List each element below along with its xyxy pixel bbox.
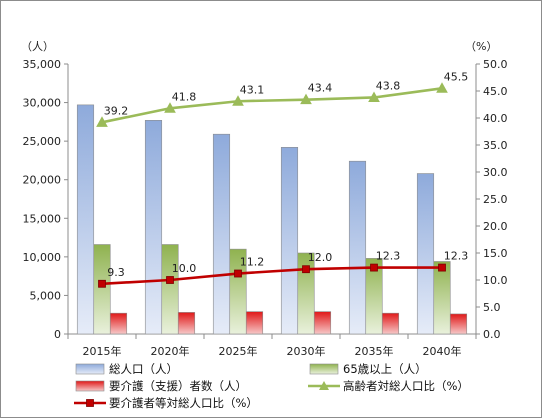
left-tick-label: 35,000 bbox=[23, 58, 62, 71]
square-marker bbox=[166, 276, 174, 284]
legend-label-5: 要介護者等対総人口比（%） bbox=[109, 396, 258, 410]
bar-1 bbox=[348, 160, 367, 335]
right-axis-unit: （%） bbox=[465, 40, 497, 53]
triangle-marker bbox=[300, 93, 312, 105]
line-4 bbox=[101, 87, 443, 124]
bar-2 bbox=[161, 244, 179, 335]
bar-1 bbox=[212, 133, 231, 335]
right-tick-label: 0.0 bbox=[483, 328, 501, 341]
data-label-5: 9.3 bbox=[107, 266, 125, 279]
right-tick-label: 10.0 bbox=[483, 274, 508, 287]
data-label-4: 43.1 bbox=[240, 83, 265, 96]
triangle-marker bbox=[368, 91, 380, 102]
data-label-4: 41.8 bbox=[172, 90, 197, 103]
right-tick-label: 5.0 bbox=[483, 301, 501, 314]
legend-swatch-2 bbox=[309, 363, 339, 375]
triangle-marker bbox=[164, 102, 176, 113]
left-tick-label: 10,000 bbox=[23, 251, 62, 264]
left-tick-label: 20,000 bbox=[23, 174, 62, 187]
bar-1 bbox=[144, 120, 163, 335]
right-tick-label: 25.0 bbox=[483, 193, 508, 206]
left-tick-label: 25,000 bbox=[23, 135, 62, 148]
left-tick-label: 15,000 bbox=[23, 212, 62, 225]
legend-marker bbox=[319, 381, 329, 390]
legend-marker bbox=[86, 399, 94, 407]
bar-3 bbox=[381, 312, 400, 335]
data-label-5: 12.0 bbox=[308, 251, 333, 264]
right-tick-label: 15.0 bbox=[483, 247, 508, 260]
x-tick-label: 2015年 bbox=[83, 344, 122, 358]
bar-3 bbox=[245, 311, 264, 335]
legend-label-4: 高齢者対総人口比（%） bbox=[343, 379, 469, 393]
legend-label-3: 要介護（支援）者数（人） bbox=[109, 379, 247, 393]
triangle-marker bbox=[436, 82, 448, 93]
right-tick-label: 20.0 bbox=[483, 220, 508, 233]
data-label-5: 12.3 bbox=[444, 250, 469, 263]
axes: 0 5,000 10,000 15,000 20,000 25,000 30,000 35,0… bbox=[23, 58, 508, 358]
right-tick-label: 50.0 bbox=[483, 58, 508, 71]
legend-label-1: 総人口（人） bbox=[109, 362, 178, 376]
x-tick-label: 2020年 bbox=[151, 344, 190, 358]
x-tick-label: 2025年 bbox=[219, 344, 258, 358]
data-label-4: 43.4 bbox=[308, 82, 333, 95]
bar-1 bbox=[416, 173, 435, 335]
line-series bbox=[96, 82, 448, 288]
bar-2 bbox=[229, 248, 247, 335]
bar-2 bbox=[433, 261, 451, 335]
right-tick-label: 45.0 bbox=[483, 85, 508, 98]
data-label-4: 39.2 bbox=[104, 104, 129, 117]
right-tick-label: 35.0 bbox=[483, 139, 508, 152]
legend-label-2: 65歳以上（人） bbox=[343, 362, 427, 376]
square-marker bbox=[98, 279, 106, 288]
bar-2 bbox=[297, 252, 315, 335]
data-labels: 39.2 41.8 43.1 43.4 43.8 45.5 9.3 10.0 11.2 12.0 1… bbox=[104, 70, 469, 278]
x-tick-label: 2030年 bbox=[287, 344, 326, 358]
bar-1 bbox=[280, 147, 299, 335]
right-tick-label: 30.0 bbox=[483, 166, 508, 179]
data-label-5: 12.3 bbox=[376, 250, 401, 263]
bar-2 bbox=[365, 258, 383, 335]
left-tick-label: 30,000 bbox=[23, 97, 62, 110]
bar-3 bbox=[109, 312, 128, 335]
bar-3 bbox=[177, 312, 196, 335]
square-marker bbox=[234, 269, 242, 278]
legend-swatch-3 bbox=[75, 380, 105, 392]
line-5 bbox=[101, 266, 442, 286]
x-tick-label: 2040年 bbox=[423, 344, 462, 358]
legend: 総人口（人） 65歳以上（人） 要介護（支援）者数（人） 高齢者対総人口比（%） 要介護… bbox=[74, 362, 469, 410]
bar-3 bbox=[313, 311, 332, 335]
triangle-marker bbox=[232, 95, 244, 106]
data-label-5: 11.2 bbox=[240, 256, 265, 269]
bar-2 bbox=[93, 244, 111, 335]
x-tick-label: 2035年 bbox=[355, 344, 394, 358]
bar-series bbox=[76, 104, 468, 335]
data-label-5: 10.0 bbox=[172, 262, 197, 275]
square-marker bbox=[302, 265, 310, 274]
triangle-marker bbox=[96, 116, 108, 127]
square-marker bbox=[370, 263, 378, 272]
bar-1 bbox=[76, 104, 95, 335]
left-tick-label: 5,000 bbox=[30, 289, 62, 302]
left-axis-unit: （人） bbox=[21, 40, 54, 53]
legend-swatch-1 bbox=[75, 363, 105, 375]
data-label-4: 45.5 bbox=[444, 70, 469, 83]
square-marker bbox=[438, 263, 446, 272]
left-tick-label: 0 bbox=[54, 328, 61, 341]
data-label-4: 43.8 bbox=[376, 79, 401, 92]
right-tick-label: 40.0 bbox=[483, 112, 508, 125]
bar-3 bbox=[449, 313, 468, 335]
